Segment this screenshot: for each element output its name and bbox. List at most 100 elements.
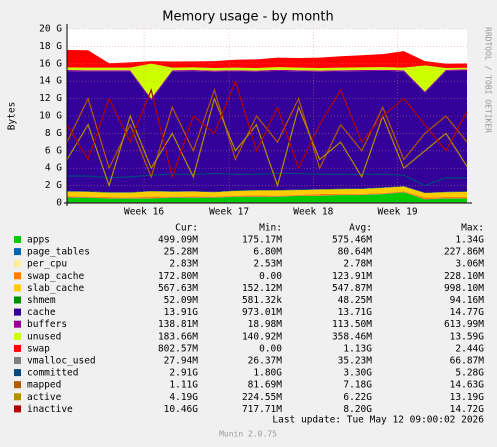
stat-value: 140.92M (242, 331, 282, 342)
stat-value: 998.10M (444, 283, 484, 294)
y-tick-label: 12 G (39, 93, 62, 104)
y-tick-label: 6 G (45, 145, 62, 156)
stat-value: 575.46M (332, 235, 372, 246)
stat-value: 228.10M (444, 271, 484, 282)
x-tick-label: Week 16 (124, 207, 164, 218)
stat-value: 499.09M (158, 235, 198, 246)
stat-value: 2.53M (253, 259, 282, 270)
stat-value: 80.64M (338, 247, 373, 258)
last-update: Last update: Tue May 12 09:00:02 2026 (272, 415, 484, 426)
legend-swatch (14, 369, 21, 377)
legend-label: swap_cache (27, 271, 84, 282)
legend-swatch (14, 393, 21, 401)
stat-value: 547.87M (332, 283, 372, 294)
x-tick-label: Week 17 (209, 207, 249, 218)
stat-value: 123.91M (332, 271, 372, 282)
legend-label: active (27, 392, 62, 403)
x-tick-label: Week 18 (293, 207, 333, 218)
stat-value: 113.50M (332, 319, 372, 330)
legend-label: per_cpu (27, 259, 67, 270)
stat-header: Cur: (175, 223, 198, 234)
stat-value: 0.00 (259, 271, 282, 282)
y-tick-label: 20 G (39, 24, 62, 35)
stat-value: 224.55M (242, 392, 282, 403)
side-text: RRDTOOL / TOBI OETIKER (484, 27, 493, 133)
stat-value: 48.25M (338, 295, 373, 306)
legend-label: apps (27, 235, 50, 246)
legend-label: page_tables (27, 247, 90, 258)
y-tick-label: 2 G (45, 180, 62, 191)
stat-value: 2.78M (343, 259, 372, 270)
stat-value: 358.46M (332, 331, 372, 342)
y-tick-label: 10 G (39, 111, 62, 122)
legend-swatch (14, 272, 21, 280)
legend-swatch (14, 405, 21, 413)
area (67, 186, 467, 198)
stat-value: 581.32k (242, 295, 282, 306)
stat-header: Avg: (349, 223, 372, 234)
stat-value: 175.17M (242, 235, 282, 246)
stat-value: 5.28G (455, 368, 484, 379)
stat-value: 6.80M (253, 247, 282, 258)
legend-label: shmem (27, 295, 56, 306)
stat-value: 18.98M (248, 319, 283, 330)
stat-value: 7.18G (343, 380, 372, 391)
stat-value: 10.46G (164, 404, 199, 415)
stat-value: 2.91G (169, 368, 198, 379)
legend-swatch (14, 236, 21, 243)
x-tick-label: Week 19 (378, 207, 418, 218)
legend-swatch (14, 308, 21, 316)
stat-value: 35.23M (338, 356, 373, 367)
y-tick-label: 8 G (45, 128, 62, 139)
stat-header: Max: (461, 223, 484, 234)
y-tick-label: 16 G (39, 58, 62, 69)
line (66, 96, 468, 188)
stat-value: 13.59G (450, 331, 485, 342)
line (66, 79, 468, 180)
stat-value: 172.80M (158, 271, 198, 282)
stat-value: 183.66M (158, 331, 198, 342)
stat-value: 152.12M (242, 283, 282, 294)
legend-swatch (14, 248, 21, 256)
stat-value: 27.94M (164, 356, 199, 367)
legend-label: vmalloc_used (27, 356, 96, 367)
footer: Munin 2.0.75 (219, 430, 277, 439)
area (67, 63, 467, 99)
legend-swatch (14, 260, 21, 268)
stat-value: 1.34G (455, 235, 484, 246)
legend-swatch (14, 296, 21, 304)
stat-value: 1.11G (169, 380, 198, 391)
legend-label: unused (27, 331, 61, 342)
legend-swatch (14, 357, 21, 364)
stat-value: 1.13G (343, 343, 372, 354)
stat-value: 6.22G (343, 392, 372, 403)
stat-value: 3.06M (455, 259, 484, 270)
stat-value: 14.72G (450, 404, 485, 415)
legend-swatch (14, 344, 21, 352)
legend-label: slab_cache (27, 283, 84, 294)
stat-value: 717.71M (242, 404, 282, 415)
legend-label: buffers (27, 319, 67, 330)
stat-value: 4.19G (169, 392, 198, 403)
legend-label: swap (27, 343, 50, 354)
stat-value: 13.91G (164, 307, 199, 318)
area (67, 192, 467, 203)
y-tick-label: 18 G (39, 41, 62, 52)
stat-value: 14.77G (450, 307, 485, 318)
area (67, 186, 467, 194)
stat-value: 13.71G (338, 307, 373, 318)
legend-label: cache (27, 307, 56, 318)
stat-value: 26.37M (248, 356, 283, 367)
legend-label: inactive (27, 404, 73, 415)
stat-value: 13.19G (450, 392, 485, 403)
stat-value: 81.69M (248, 380, 283, 391)
y-tick-label: 0 (56, 198, 62, 209)
y-tick-label: 14 G (39, 76, 62, 87)
stat-value: 52.09M (164, 295, 199, 306)
legend-swatch (14, 320, 21, 328)
stat-value: 567.63M (158, 283, 198, 294)
stat-value: 0.00 (259, 343, 282, 354)
line (67, 172, 467, 187)
stat-value: 138.81M (158, 319, 198, 330)
